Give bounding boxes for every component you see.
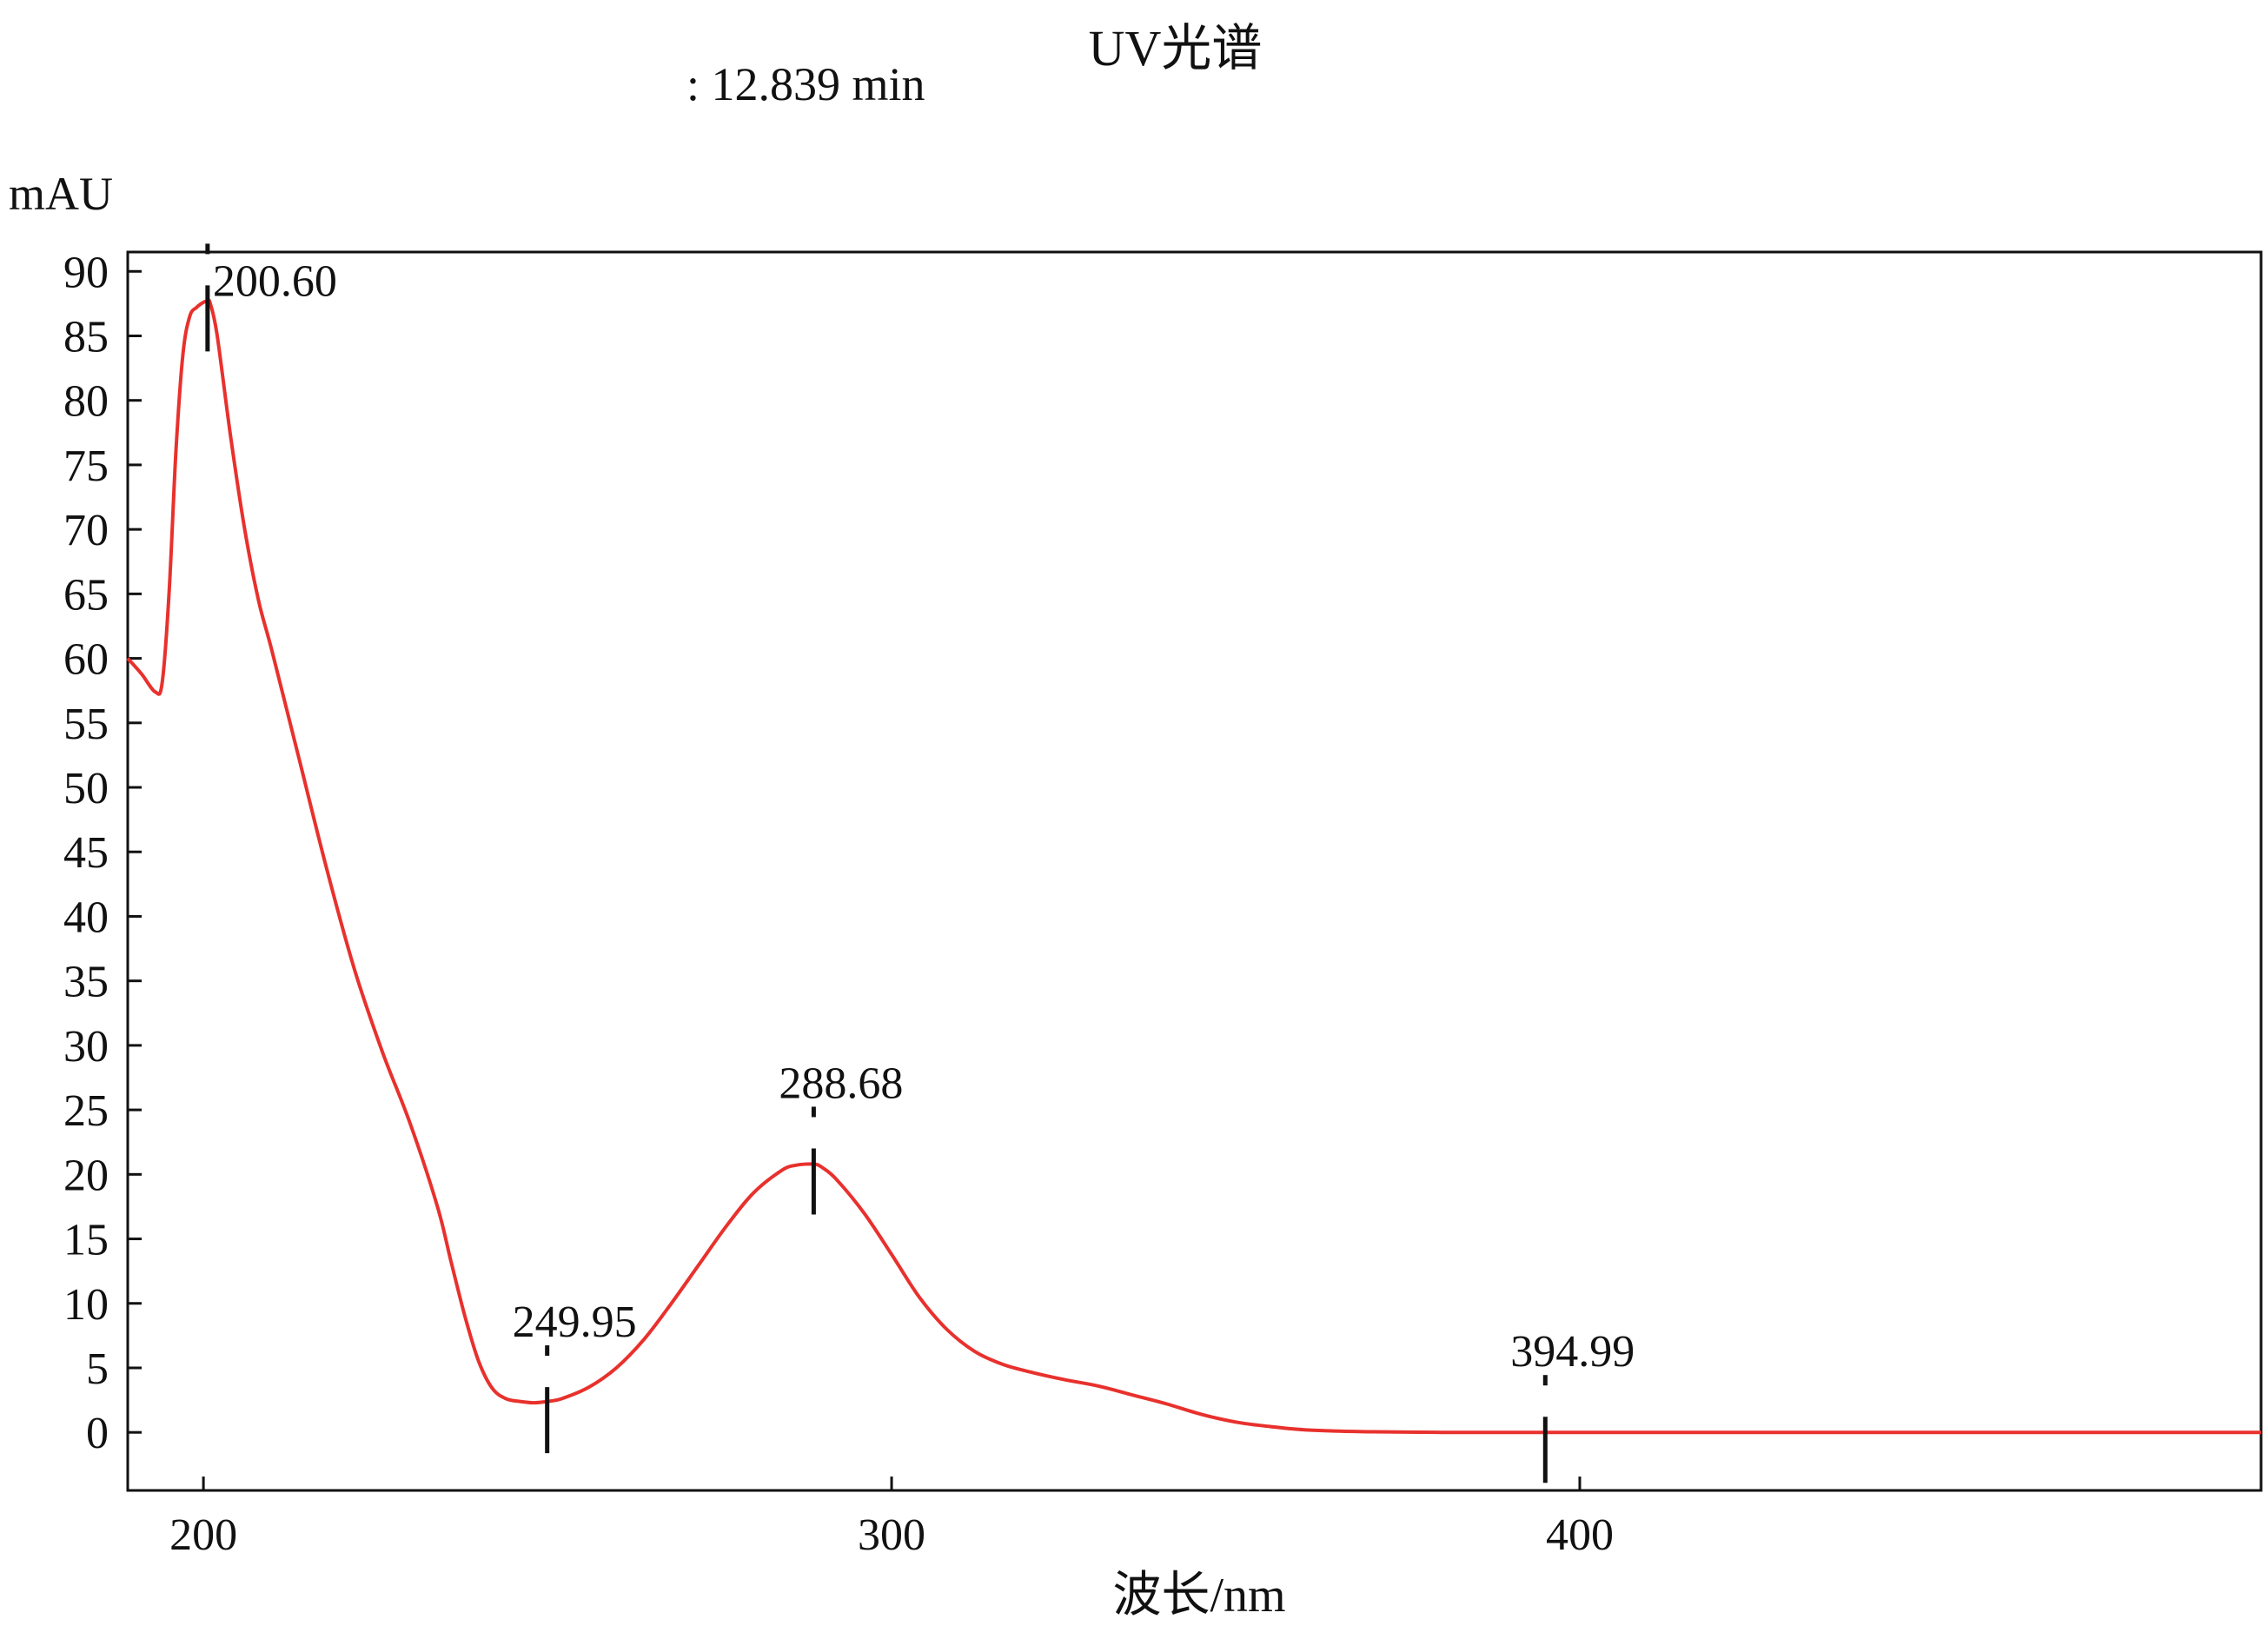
plot-frame-group [126,250,2263,1492]
plot-frame [126,250,2263,1492]
y-tick-label: 5 [86,1344,109,1394]
y-tick-label: 0 [86,1409,109,1458]
y-tick-label: 60 [63,635,109,685]
series-group [126,298,2261,1435]
y-tick-label: 25 [63,1086,109,1136]
y-tick-label: 80 [63,377,109,427]
x-tick-label: 200 [169,1510,237,1560]
y-tick-label: 35 [63,958,109,1007]
uv-spectrum-line [126,298,2261,1435]
y-tick-label: 70 [63,506,109,555]
peak-label: 200.60 [213,256,337,306]
y-tick-label: 75 [63,441,109,491]
retention-time-label: : 12.839 min [686,58,925,110]
y-tick-label: 45 [63,828,109,878]
y-tick-label: 65 [63,570,109,620]
x-tick-label: 400 [1546,1510,1614,1560]
x-axis-label: 波长/nm [1112,1569,1286,1623]
peak-label: 394.99 [1510,1327,1635,1377]
y-tick-label: 10 [63,1280,109,1330]
y-tick-label: 30 [63,1022,109,1072]
y-axis-ticks: 0 5 10 15 20 25 30 35 40 45 50 55 60 65 70 75 80 85 90 [63,248,142,1458]
y-axis-label: mAU [9,168,113,220]
y-tick-label: 55 [63,700,109,749]
y-tick-label: 50 [63,764,109,813]
y-tick-label: 15 [63,1216,109,1265]
y-tick-label: 85 [63,312,109,362]
y-tick-label: 90 [63,248,109,297]
peak-label: 288.68 [779,1059,903,1108]
peak-label: 249.95 [513,1297,637,1347]
x-axis-ticks: 200 300 400 [169,1477,1614,1560]
peak-annotations: 200.60 249.95 288.68 394.99 [205,243,1635,1483]
x-tick-label: 300 [858,1510,925,1560]
y-tick-label: 40 [63,893,109,942]
chart-title: UV光谱 [1088,20,1263,76]
y-tick-label: 20 [63,1151,109,1200]
